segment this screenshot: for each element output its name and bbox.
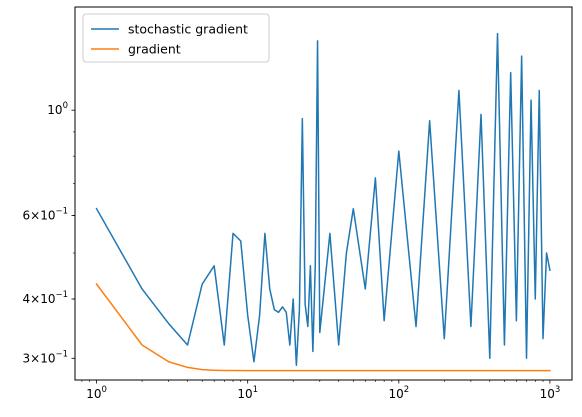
series-layer — [95, 32, 551, 372]
x-tick-label: 103 — [540, 385, 561, 401]
y-tick-mantissa: 4 — [22, 292, 30, 306]
x-tick-base: 10 — [86, 387, 101, 401]
x-tick-exponent: 0 — [101, 385, 106, 395]
y-tick-label: 3×10−1 — [22, 349, 68, 365]
x-tick-label: 102 — [388, 385, 409, 401]
x-tick-label: 101 — [237, 385, 258, 401]
series-line-gradient — [95, 283, 551, 372]
y-tick-base: 10 — [40, 292, 55, 306]
y-tick-exponent: −1 — [55, 290, 68, 300]
y-tick-label: 4×10−1 — [22, 290, 68, 306]
legend-label: gradient — [128, 42, 181, 57]
y-tick-times: × — [30, 208, 40, 222]
x-tick-label: 100 — [86, 385, 107, 401]
y-tick-mantissa: 3 — [22, 351, 30, 365]
legend-label-text: gradient — [128, 42, 181, 57]
x-tick-exponent: 2 — [404, 385, 409, 395]
x-tick-base: 10 — [388, 387, 403, 401]
y-tick-base: 10 — [47, 103, 62, 117]
legend: stochastic gradient gradient — [82, 13, 270, 63]
y-tick-mantissa: 6 — [22, 208, 30, 222]
x-tick-exponent: 1 — [253, 385, 258, 395]
y-tick-base: 10 — [40, 208, 55, 222]
x-tick-base: 10 — [540, 387, 555, 401]
y-tick-exponent: −1 — [55, 349, 68, 359]
legend-box — [82, 13, 270, 63]
legend-label-text: stochastic gradient — [128, 22, 248, 37]
x-tick-exponent: 3 — [555, 385, 560, 395]
y-tick-times: × — [30, 351, 40, 365]
plot-area — [75, 7, 572, 380]
plot-frame — [74, 6, 573, 381]
legend-label: stochastic gradient — [128, 22, 248, 37]
y-tick-label: 6×10−1 — [22, 206, 68, 222]
y-tick-exponent: −1 — [55, 206, 68, 216]
x-tick-base: 10 — [237, 387, 252, 401]
y-tick-base: 10 — [40, 351, 55, 365]
y-tick-label: 100 — [47, 101, 68, 117]
y-tick-exponent: 0 — [63, 101, 68, 111]
series-line-stochastic-gradient — [95, 32, 551, 367]
y-tick-times: × — [30, 292, 40, 306]
